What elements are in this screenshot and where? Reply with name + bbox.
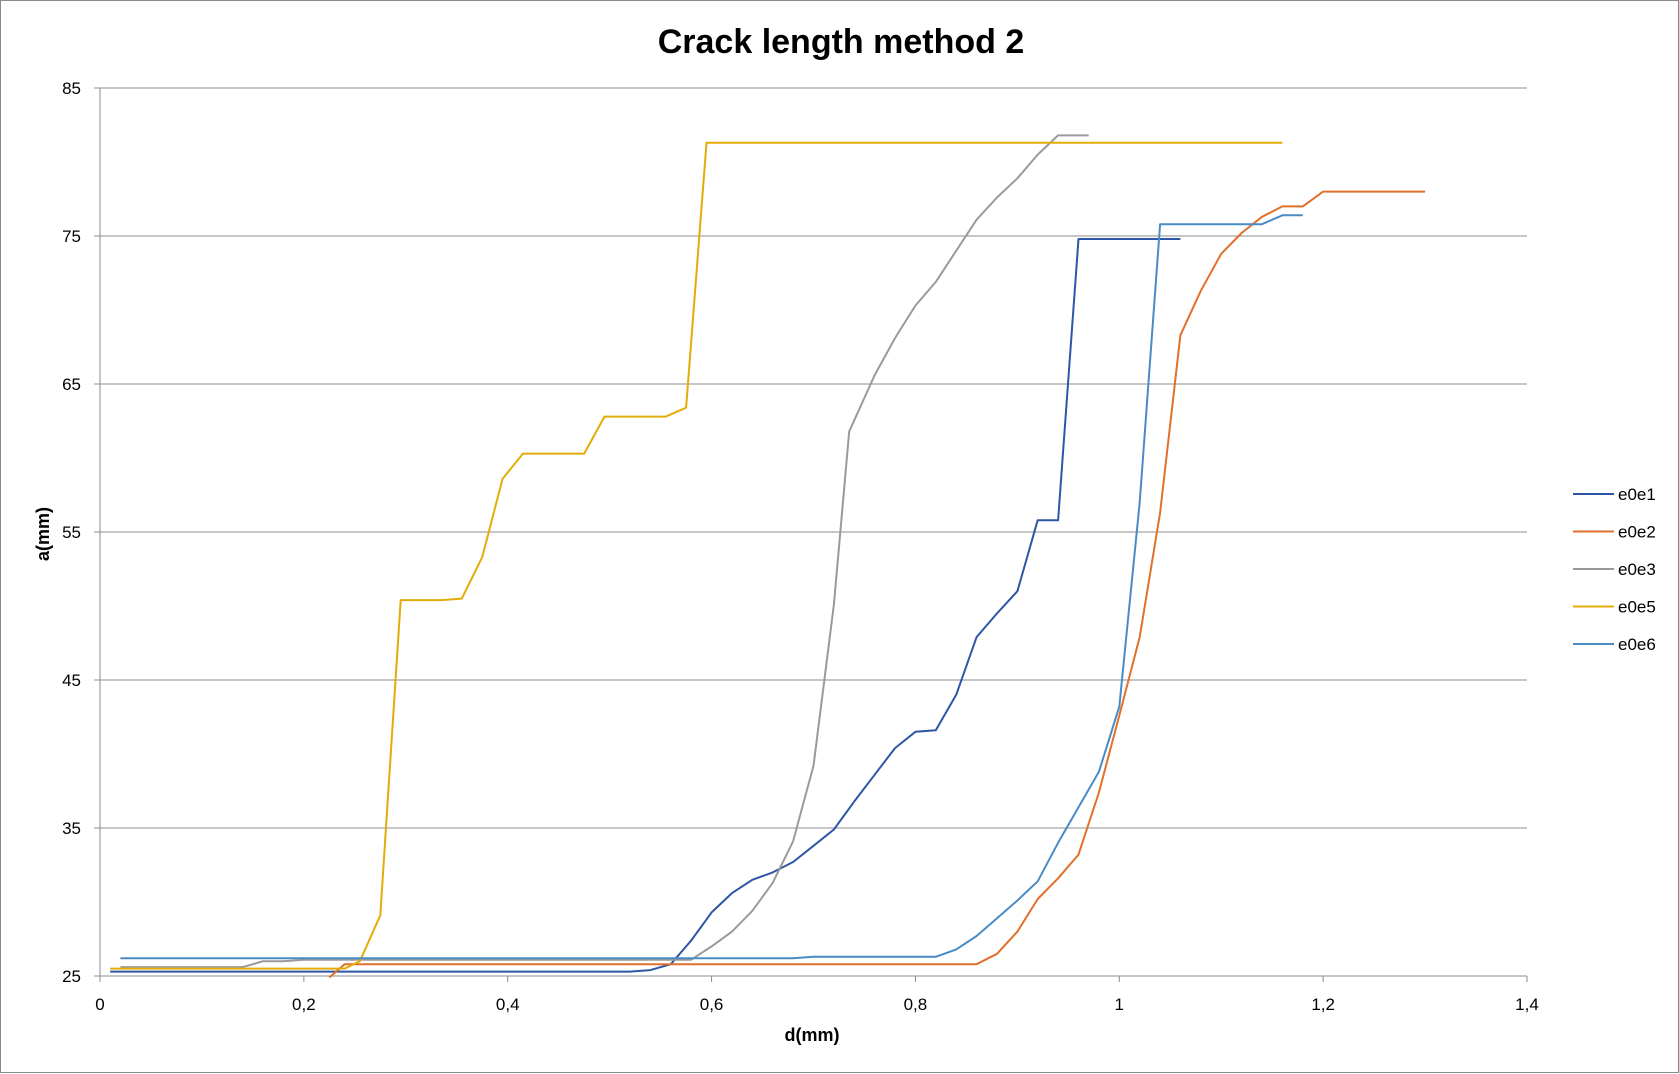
series-line-e0e6 [120,214,1303,960]
gridlines [100,87,1527,829]
y-tick-label: 45 [62,671,81,690]
y-tick-label: 85 [62,79,81,98]
y-tick-label: 75 [62,227,81,246]
y-tick-label: 35 [62,819,81,838]
y-tick-labels: 25 35 45 55 65 75 85 [62,79,81,986]
x-axis-title: d(mm) [785,1025,840,1045]
x-tick-label: 1,4 [1515,995,1539,1014]
series-line-e0e5 [110,141,1283,970]
x-tick-label: 0,4 [496,995,520,1014]
legend-label-e0e5: e0e5 [1618,598,1656,617]
chart-title: Crack length method 2 [658,23,1025,61]
legend-label-e0e2: e0e2 [1618,523,1656,542]
legend-label-e0e3: e0e3 [1618,560,1656,579]
x-tick-label: 1 [1115,995,1124,1014]
series-lines [110,134,1426,979]
x-tick-label: 0 [95,995,104,1014]
x-tick-label: 0,2 [292,995,316,1014]
series-line-e0e3 [120,134,1089,969]
series-line-e0e2 [328,190,1426,979]
y-tick-label: 55 [62,523,81,542]
series-line-e0e1 [110,238,1181,973]
y-tick-label: 65 [62,375,81,394]
y-axis-title: a(mm) [33,507,53,561]
x-tick-label: 0,6 [700,995,724,1014]
y-tick-label: 25 [62,967,81,986]
legend-label-e0e6: e0e6 [1618,635,1656,654]
x-tick-labels: 0 0,2 0,4 0,6 0,8 1 1,2 1,4 [95,995,1539,1014]
x-tick-label: 0,8 [904,995,928,1014]
legend: e0e1 e0e2 e0e3 e0e5 e0e6 [1573,485,1656,654]
x-tick-label: 1,2 [1311,995,1335,1014]
axes [94,87,1528,982]
legend-label-e0e1: e0e1 [1618,485,1656,504]
